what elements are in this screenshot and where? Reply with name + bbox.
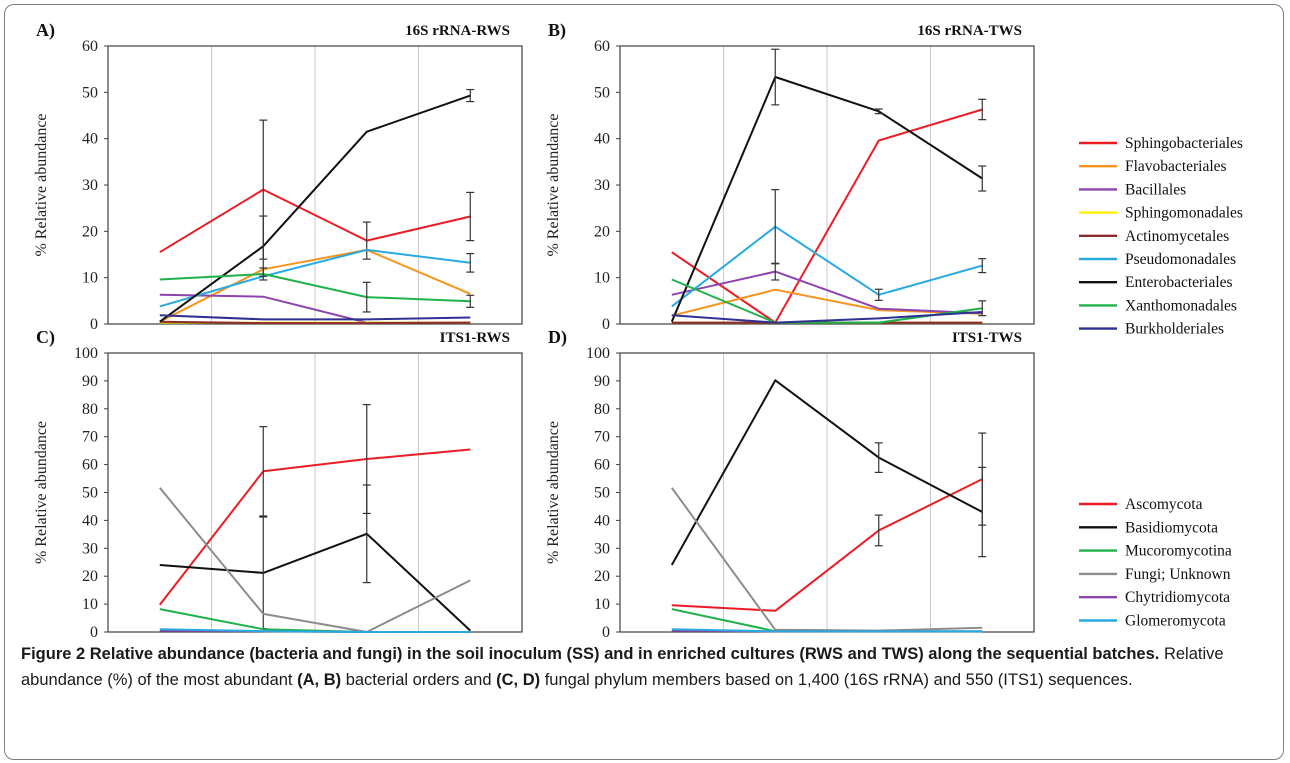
legend-entry: Sphingomonadales xyxy=(1125,205,1243,222)
series-line xyxy=(159,628,471,633)
legend-entry: Burkholderiales xyxy=(1125,321,1224,338)
legend-entry: Actinomycetales xyxy=(1125,228,1229,245)
figure-caption: Figure 2 Relative abundance (bacteria an… xyxy=(21,641,1271,693)
panel-c: 0 10 20 30 40 50 60 70 80 90 100 C) ITS1-RWS % Relati… xyxy=(33,327,523,640)
panel-title: 16S rRNA-RWS xyxy=(405,23,510,39)
legend-entry: Mucoromycotina xyxy=(1125,543,1232,560)
y-tick-label: 0 xyxy=(90,316,98,333)
y-tick-label: 60 xyxy=(82,457,98,474)
y-tick-label: 20 xyxy=(594,568,610,585)
series-line xyxy=(159,94,471,323)
panel-label: A) xyxy=(36,20,55,41)
panel-label: C) xyxy=(36,327,55,348)
y-tick-label: 30 xyxy=(594,540,610,557)
y-tick-label: 100 xyxy=(74,345,98,362)
y-tick-label: 0 xyxy=(602,316,610,333)
y-tick-label: 50 xyxy=(82,485,98,502)
caption-bold-2: (C, D) xyxy=(496,671,541,689)
caption-bold-1: (A, B) xyxy=(297,671,342,689)
y-tick-label: 40 xyxy=(594,512,610,529)
y-tick-label: 60 xyxy=(594,457,610,474)
y-tick-label: 60 xyxy=(594,38,610,55)
y-tick-label: 10 xyxy=(82,270,98,287)
series-line xyxy=(159,273,471,303)
panel-b: 0 10 20 30 40 50 60 B) 16S rRNA-TWS % Relative ab… xyxy=(545,20,1035,333)
y-tick-label: 30 xyxy=(82,177,98,194)
legend-entry: Chytridiomycota xyxy=(1125,589,1230,606)
y-axis-label: % Relative abundance xyxy=(545,113,562,256)
y-tick-label: 80 xyxy=(82,401,98,418)
series-line xyxy=(159,248,471,308)
series-line xyxy=(670,76,983,323)
y-tick-label: 40 xyxy=(82,512,98,529)
legend-entry: Fungi; Unknown xyxy=(1125,566,1231,583)
y-tick-label: 90 xyxy=(594,373,610,390)
caption-part-2: bacterial orders and xyxy=(341,671,497,689)
series-line xyxy=(670,487,983,632)
y-axis-label: % Relative abundance xyxy=(33,113,50,256)
y-tick-label: 50 xyxy=(82,84,98,101)
y-tick-label: 10 xyxy=(82,596,98,613)
legend-entry: Xanthomonadales xyxy=(1125,297,1237,314)
panel-a: 0 10 20 30 40 50 60 A) 16S rRNA-RWS % Relative ab… xyxy=(33,20,523,333)
y-tick-label: 20 xyxy=(82,568,98,585)
series-line xyxy=(670,379,983,566)
legend-entry: Enterobacteriales xyxy=(1125,274,1233,291)
y-tick-label: 70 xyxy=(594,429,610,446)
panel-d: 0 10 20 30 40 50 60 70 80 90 100 D) ITS1-TWS % Relati… xyxy=(545,327,1035,640)
legend-entry: Ascomycota xyxy=(1125,496,1203,513)
series-line xyxy=(671,270,983,315)
series-line xyxy=(159,448,471,606)
y-tick-label: 70 xyxy=(82,429,98,446)
caption-title: Figure 2 Relative abundance (bacteria an… xyxy=(21,645,1160,663)
series-line xyxy=(671,628,983,633)
legend-entry: Flavobacteriales xyxy=(1125,158,1227,175)
y-tick-label: 20 xyxy=(82,223,98,240)
panel-label: D) xyxy=(548,327,567,348)
series-line xyxy=(159,532,471,632)
legend-entry: Pseudomonadales xyxy=(1125,251,1236,268)
y-tick-label: 30 xyxy=(594,177,610,194)
y-tick-label: 0 xyxy=(602,624,610,640)
caption-part-3: fungal phylum members based on 1,400 (16… xyxy=(540,671,1133,689)
y-tick-label: 20 xyxy=(594,223,610,240)
y-axis-label: % Relative abundance xyxy=(545,421,562,564)
y-tick-label: 60 xyxy=(82,38,98,55)
y-tick-label: 40 xyxy=(594,131,610,148)
series-line xyxy=(159,314,471,321)
panel-label: B) xyxy=(548,20,566,41)
y-axis-label: % Relative abundance xyxy=(33,421,50,564)
series-line xyxy=(159,487,471,633)
y-tick-label: 10 xyxy=(594,596,610,613)
figure-svg: 0 10 20 30 40 50 60 A) 16S rRNA-RWS % Relative ab… xyxy=(33,20,1243,640)
y-tick-label: 30 xyxy=(82,540,98,557)
series-line xyxy=(671,478,983,612)
series-line xyxy=(671,225,983,308)
panel-title: ITS1-RWS xyxy=(440,330,510,346)
y-tick-label: 80 xyxy=(594,401,610,418)
y-tick-label: 0 xyxy=(90,624,98,640)
legend-bacteria: Sphingobacteriales Flavobacteriales Bacill… xyxy=(1079,135,1243,338)
series-line xyxy=(159,188,471,254)
legend-fungi: Ascomycota Basidiomycota Mucoromycotina Fun… xyxy=(1079,496,1232,630)
y-tick-label: 40 xyxy=(82,131,98,148)
legend-entry: Bacillales xyxy=(1125,181,1186,198)
series-line xyxy=(671,108,983,324)
y-tick-label: 10 xyxy=(594,270,610,287)
panel-title: ITS1-TWS xyxy=(952,330,1022,346)
y-tick-label: 50 xyxy=(594,485,610,502)
series-line xyxy=(159,320,471,325)
panel-title: 16S rRNA-TWS xyxy=(917,23,1022,39)
figure-frame xyxy=(4,4,1284,760)
y-tick-label: 90 xyxy=(82,373,98,390)
series-line xyxy=(671,311,983,324)
legend-entry: Glomeromycota xyxy=(1125,613,1226,630)
legend-entry: Sphingobacteriales xyxy=(1125,135,1243,152)
legend-entry: Basidiomycota xyxy=(1125,519,1218,536)
y-tick-label: 50 xyxy=(594,84,610,101)
y-tick-label: 100 xyxy=(586,345,610,362)
caption-part-1: Relative abundance (%) of the most abund… xyxy=(21,645,1224,689)
